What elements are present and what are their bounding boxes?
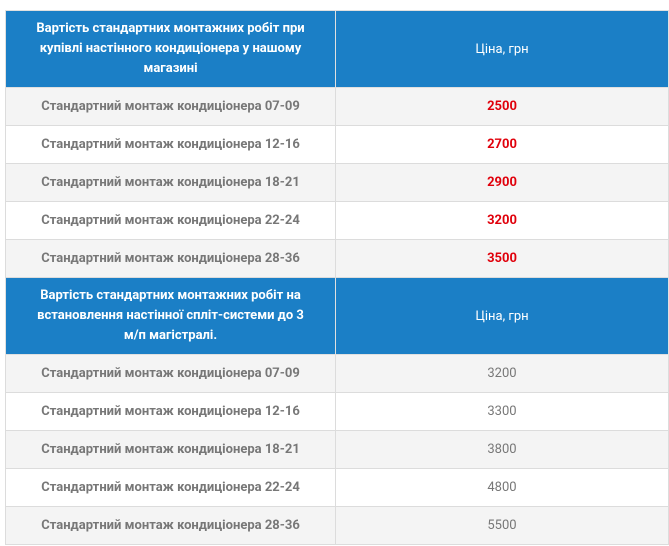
service-name: Стандартний монтаж кондиціонера 28-36 [5, 506, 336, 545]
price-row: Стандартний монтаж кондиціонера 07-09 320… [5, 354, 669, 393]
header-row: Вартість стандартних монтажних робіт при… [5, 10, 669, 88]
service-price: 3800 [335, 430, 669, 469]
service-price: 5500 [335, 506, 669, 545]
header-title: Вартість стандартних монтажних робіт при… [5, 10, 336, 88]
service-name: Стандартний монтаж кондиціонера 07-09 [5, 87, 336, 126]
service-name: Стандартний монтаж кондиціонера 12-16 [5, 392, 336, 431]
price-row: Стандартний монтаж кондиціонера 28-36 350… [5, 239, 669, 278]
price-row: Стандартний монтаж кондиціонера 12-16 270… [5, 125, 669, 164]
service-name: Стандартний монтаж кондиціонера 28-36 [5, 239, 336, 278]
header-price: Ціна, грн [335, 277, 669, 355]
service-price: 2900 [335, 163, 669, 202]
service-price: 3200 [335, 201, 669, 240]
price-row: Стандартний монтаж кондиціонера 22-24 320… [5, 201, 669, 240]
header-row: Вартість стандартних монтажних робіт на … [5, 277, 669, 355]
price-row: Стандартний монтаж кондиціонера 12-16 330… [5, 392, 669, 431]
service-name: Стандартний монтаж кондиціонера 22-24 [5, 201, 336, 240]
service-name: Стандартний монтаж кондиціонера 18-21 [5, 163, 336, 202]
service-price: 3500 [335, 239, 669, 278]
service-name: Стандартний монтаж кондиціонера 07-09 [5, 354, 336, 393]
service-name: Стандартний монтаж кондиціонера 18-21 [5, 430, 336, 469]
service-price: 2500 [335, 87, 669, 126]
header-price: Ціна, грн [335, 10, 669, 88]
header-title: Вартість стандартних монтажних робіт на … [5, 277, 336, 355]
price-row: Стандартний монтаж кондиціонера 07-09 250… [5, 87, 669, 126]
service-price: 3300 [335, 392, 669, 431]
price-row: Стандартний монтаж кондиціонера 18-21 380… [5, 430, 669, 469]
service-price: 2700 [335, 125, 669, 164]
price-row: Стандартний монтаж кондиціонера 22-24 480… [5, 468, 669, 507]
service-name: Стандартний монтаж кондиціонера 22-24 [5, 468, 336, 507]
price-table: Вартість стандартних монтажних робіт при… [5, 10, 669, 545]
price-row: Стандартний монтаж кондиціонера 28-36 550… [5, 506, 669, 545]
table-body: Вартість стандартних монтажних робіт при… [5, 10, 669, 545]
price-row: Стандартний монтаж кондиціонера 18-21 290… [5, 163, 669, 202]
service-price: 4800 [335, 468, 669, 507]
service-price: 3200 [335, 354, 669, 393]
service-name: Стандартний монтаж кондиціонера 12-16 [5, 125, 336, 164]
